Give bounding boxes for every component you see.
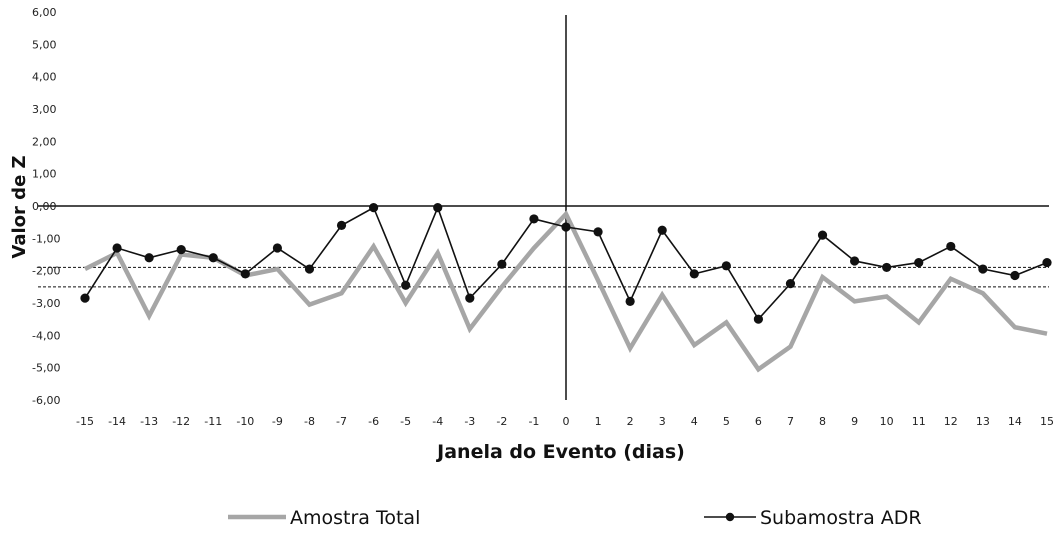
- y-tick-label: 6,00: [32, 6, 57, 19]
- y-tick-label: 1,00: [32, 168, 57, 181]
- y-tick-label: -2,00: [32, 265, 60, 278]
- x-tick-label: -12: [172, 415, 190, 428]
- x-tick-label: 7: [787, 415, 794, 428]
- data-point: [625, 296, 635, 306]
- x-tick-label: 11: [912, 415, 926, 428]
- series-layer: [80, 203, 1052, 373]
- x-tick-label: 8: [819, 415, 826, 428]
- x-tick-label: 14: [1008, 415, 1022, 428]
- x-tick-label: -6: [368, 415, 379, 428]
- data-point: [882, 262, 892, 273]
- y-tick-label: 2,00: [32, 135, 57, 148]
- y-tick-label: 3,00: [32, 103, 57, 116]
- data-point: [1010, 270, 1020, 281]
- x-tick-label: -7: [336, 415, 347, 428]
- x-tick-label: -13: [140, 415, 158, 428]
- x-tick-label: -4: [432, 415, 443, 428]
- data-point: [817, 230, 828, 240]
- data-point: [753, 314, 764, 324]
- series-1: [80, 203, 1052, 324]
- x-tick-labels: -15 -14 -13 -12 -11 -10 -9 -8 -7 -6 -5 -4 -3 -2 -1 0 1 2 3…: [76, 415, 1054, 428]
- y-tick-label: 0,00: [32, 200, 57, 213]
- x-tick-label: 5: [723, 415, 730, 428]
- y-tick-labels: 6,00 5,00 4,00 3,00 2,00 1,00 0,00 -1,00 -2,00 -3…: [32, 6, 60, 407]
- data-point: [689, 269, 699, 279]
- data-point: [914, 257, 924, 268]
- data-point: [497, 259, 507, 269]
- x-tick-label: 0: [563, 415, 570, 428]
- data-point: [465, 293, 475, 303]
- data-point: [336, 220, 347, 230]
- x-tick-label: 10: [880, 415, 894, 428]
- x-tick-label: -3: [464, 415, 475, 428]
- data-point: [433, 203, 443, 213]
- x-tick-label: -2: [496, 415, 507, 428]
- data-point: [369, 203, 379, 213]
- x-tick-label: 12: [944, 415, 958, 428]
- legend-label-amostra-total: Amostra Total: [290, 507, 420, 529]
- y-tick-label: -1,00: [32, 232, 60, 245]
- x-tick-label: 13: [976, 415, 990, 428]
- data-point: [850, 256, 860, 266]
- data-point: [529, 214, 539, 224]
- reference-lines: [38, 266, 1049, 288]
- y-axis-title: Valor de Z: [9, 155, 30, 258]
- data-point: [80, 293, 90, 303]
- data-point: [176, 245, 186, 255]
- data-point: [785, 279, 796, 289]
- data-point: [657, 225, 667, 235]
- data-point: [978, 264, 988, 274]
- x-tick-label: -15: [76, 415, 94, 428]
- y-tick-label: -4,00: [32, 329, 60, 342]
- x-tick-label: -11: [204, 415, 222, 428]
- y-tick-label: -6,00: [32, 394, 60, 407]
- x-tick-label: 9: [851, 415, 858, 428]
- legend-label-subamostra-adr: Subamostra ADR: [760, 507, 922, 529]
- data-point: [561, 222, 571, 232]
- x-tick-label: 1: [595, 415, 602, 428]
- data-point: [721, 261, 731, 271]
- data-point: [304, 264, 315, 274]
- legend-item-subamostra-adr: Subamostra ADR: [704, 507, 922, 529]
- y-tick-label: 5,00: [32, 38, 57, 51]
- data-point: [946, 241, 956, 252]
- x-tick-label: -8: [304, 415, 315, 428]
- data-point: [208, 253, 218, 263]
- x-tick-label: -10: [236, 415, 254, 428]
- data-point: [401, 280, 411, 290]
- x-tick-label: 6: [755, 415, 762, 428]
- data-point: [240, 269, 250, 279]
- data-point: [112, 243, 122, 253]
- y-tick-label: -3,00: [32, 297, 60, 310]
- axes: [38, 15, 1049, 400]
- y-tick-label: -5,00: [32, 362, 60, 375]
- x-tick-label: -5: [400, 415, 411, 428]
- legend: Amostra Total Subamostra ADR: [228, 507, 922, 529]
- x-tick-label: 4: [691, 415, 698, 428]
- x-axis-title: Janela do Evento (dias): [435, 441, 685, 463]
- x-tick-label: -1: [528, 415, 539, 428]
- x-tick-label: -9: [272, 415, 283, 428]
- x-tick-label: 2: [627, 415, 634, 428]
- y-tick-label: 4,00: [32, 71, 57, 84]
- data-point: [593, 227, 603, 237]
- x-tick-label: -14: [108, 415, 126, 428]
- data-point: [272, 243, 282, 253]
- x-tick-label: 15: [1040, 415, 1054, 428]
- legend-marker-subamostra-adr: [725, 512, 735, 522]
- data-point: [144, 253, 154, 263]
- data-point: [1042, 257, 1052, 268]
- legend-item-amostra-total: Amostra Total: [228, 507, 420, 529]
- x-tick-label: 3: [659, 415, 666, 428]
